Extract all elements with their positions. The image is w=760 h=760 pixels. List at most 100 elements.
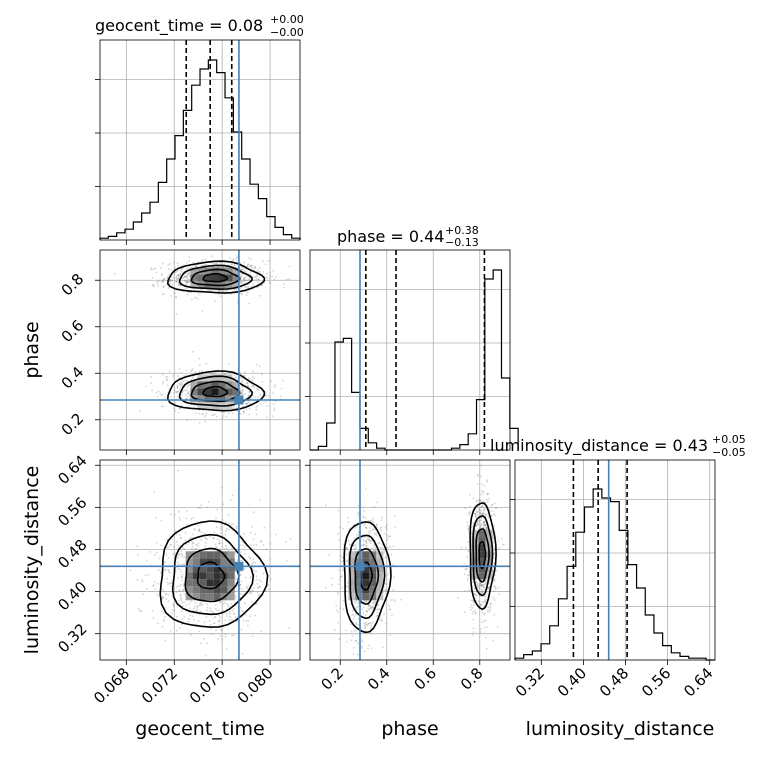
sample-point [162,293,165,295]
sample-point [239,551,242,554]
sample-point [214,615,217,618]
sample-point [360,647,363,649]
sample-point [242,278,245,281]
sample-point [252,384,255,387]
sample-point [246,266,249,268]
density-cell [206,593,214,601]
sample-point [252,276,255,279]
sample-point [193,528,196,531]
sample-point [168,571,171,573]
sample-point [187,292,190,294]
sample-point [177,277,179,280]
sample-point [247,263,250,266]
sample-point [193,619,195,621]
sample-point [197,524,200,527]
sample-point [482,500,485,503]
sample-point [368,538,371,541]
tick-label-phase: 0.4 [364,664,394,694]
title-plus-phase: +0.38 [445,224,479,237]
sample-point [368,622,370,625]
sample-point [243,411,245,414]
sample-point [244,279,247,282]
sample-point [481,504,484,506]
sample-point [250,265,253,268]
sample-point [464,568,467,571]
sample-point [360,544,363,546]
sample-point [364,488,367,490]
sample-point [341,557,344,559]
sample-point [491,514,493,516]
sample-point [255,413,258,416]
sample-point [170,544,173,547]
sample-point [204,258,207,261]
sample-point [475,581,478,584]
sample-point [211,610,214,613]
sample-point [353,601,356,603]
sample-point [457,596,459,599]
sample-point [155,271,158,274]
sample-point [483,508,486,511]
sample-point [389,608,392,611]
sample-point [480,584,483,587]
density-cell [376,558,384,566]
sample-point [354,543,357,546]
sample-point [185,281,188,284]
sample-point [469,511,471,514]
sample-point [177,275,180,277]
sample-point [173,391,176,394]
sample-point [485,595,487,598]
sample-point [379,546,381,549]
sample-point [470,599,472,602]
sample-point [486,626,488,628]
sample-point [175,533,178,536]
sample-point [258,365,261,368]
sample-point [160,544,162,547]
sample-point [213,372,216,375]
sample-point [240,628,243,631]
panel-2d-geocent_time-phase [95,249,301,455]
sample-point [232,264,235,267]
panel-hist-luminosity_distance: luminosity_distance = 0.43 +0.05 −0.05 [490,433,746,665]
sample-point [241,588,244,591]
sample-point [248,394,250,397]
sample-point [239,592,242,595]
sample-point [185,275,188,278]
sample-point [234,552,237,555]
sample-point [467,541,469,544]
sample-point [384,582,387,585]
sample-point [325,504,328,507]
sample-point [363,543,365,545]
sample-point [254,275,256,278]
sample-point [152,268,155,271]
sample-point [486,513,488,516]
sample-point [179,383,182,386]
sample-point [248,279,251,282]
sample-point [162,278,165,281]
sample-point [373,532,376,535]
density-cell [199,558,207,566]
sample-point [467,529,470,532]
sample-point [246,265,249,268]
sample-point [468,511,471,514]
sample-point [234,376,237,379]
sample-point [180,583,182,586]
sample-point [181,397,183,399]
sample-point [167,594,170,596]
sample-point [251,385,253,388]
sample-point [252,268,255,271]
sample-point [218,663,220,665]
sample-point [481,505,483,508]
sample-point [188,602,191,605]
sample-point [243,277,246,280]
sample-point [483,586,485,589]
sample-point [191,350,194,353]
sample-point [372,528,374,531]
density-cell [471,544,479,552]
sample-point [219,634,222,637]
sample-point [236,256,239,259]
sample-point [225,527,228,530]
sample-point [213,266,216,268]
sample-point [273,409,276,411]
sample-point [196,608,198,610]
sample-point [175,390,178,393]
